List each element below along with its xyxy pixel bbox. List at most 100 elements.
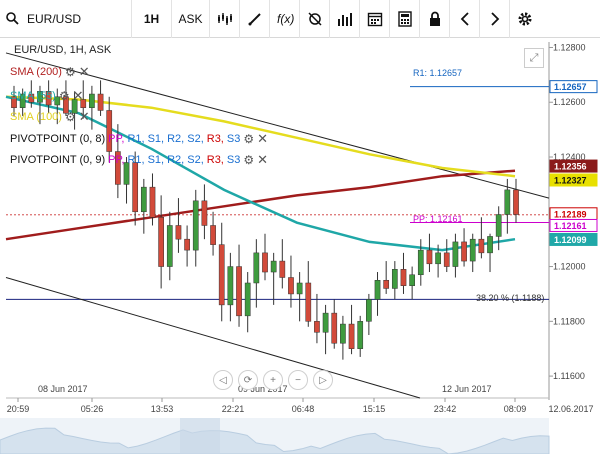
prev-button[interactable]	[450, 0, 480, 38]
draw-tool-button[interactable]	[240, 0, 270, 38]
bullish-candle	[391, 269, 398, 289]
lock-button[interactable]	[420, 0, 450, 38]
price-chart[interactable]: 1.128001.126001.124001.122001.120001.118…	[0, 38, 600, 454]
bearish-candle	[478, 238, 485, 254]
calculator-button[interactable]	[390, 0, 420, 38]
gear-icon[interactable]: ⚙	[58, 89, 70, 103]
bearish-candle	[28, 93, 35, 103]
chart-type-button[interactable]	[210, 0, 240, 38]
legend-param: S2,	[187, 154, 204, 166]
date-label-3: 12 Jun 2017	[442, 384, 492, 394]
bullish-candle	[37, 91, 43, 103]
gear-icon[interactable]: ⚙	[243, 132, 255, 146]
next-button[interactable]	[480, 0, 510, 38]
zoom-out-button[interactable]: −	[288, 370, 308, 390]
price-tick-label: 1.12000	[553, 262, 586, 272]
legend-row[interactable]: SMA (55) ⚙ ✕	[10, 88, 84, 104]
price-type-button[interactable]: ASK	[172, 0, 210, 38]
legend-param: S3	[226, 154, 241, 166]
legend-row[interactable]: SMA (200) ⚙ ✕	[10, 64, 90, 80]
bearish-candle	[184, 238, 190, 251]
legend-label: PIVOTPOINT (0, 8)	[10, 133, 106, 145]
bearish-candle	[279, 260, 286, 278]
object-tree-button[interactable]	[300, 0, 330, 38]
timeframe-button[interactable]: 1H	[132, 0, 172, 38]
bullish-candle	[322, 312, 329, 333]
close-icon[interactable]: ✕	[78, 64, 90, 79]
bullish-candle	[89, 93, 95, 108]
bearish-candle	[288, 277, 294, 295]
volume-button[interactable]	[330, 0, 360, 38]
price-tag-label: 1.12099	[554, 235, 587, 245]
price-tag-label: 1.12189	[554, 209, 587, 219]
legend-row[interactable]: PIVOTPOINT (0, 9) PP, R1, S1, R2, S2, R3, S3 ⚙ ✕	[10, 152, 268, 168]
bearish-candle	[262, 252, 268, 273]
close-icon[interactable]: ✕	[257, 152, 269, 167]
reset-button[interactable]: ⟳	[238, 370, 258, 390]
bearish-candle	[331, 312, 338, 344]
bearish-candle	[106, 110, 113, 152]
bullish-candle	[374, 279, 381, 300]
legend-param: R3,	[206, 154, 224, 166]
price-tag-label: 1.12327	[554, 176, 587, 186]
bullish-candle	[71, 99, 78, 114]
scroll-right-button[interactable]: ▷	[313, 370, 333, 390]
close-icon[interactable]: ✕	[257, 131, 269, 146]
reset-icon: ⟳	[243, 374, 253, 386]
bearish-candle	[149, 186, 156, 218]
plot-area	[6, 42, 549, 398]
price-tick-label: 1.12600	[553, 97, 586, 107]
legend-label: PIVOTPOINT (0, 9)	[10, 154, 106, 166]
bullish-candle	[244, 282, 251, 317]
bullish-candle	[166, 225, 173, 267]
legend-param: S1,	[147, 154, 165, 166]
svg-text:f(x): f(x)	[277, 12, 294, 26]
bullish-candle	[19, 93, 26, 108]
legend-param: R2,	[167, 133, 185, 145]
calendar-icon	[367, 11, 383, 27]
scroll-right-icon: ▷	[319, 374, 327, 386]
gear-icon[interactable]: ⚙	[243, 153, 255, 167]
bearish-candle	[305, 282, 312, 322]
zoom-out-icon: −	[295, 374, 301, 386]
bearish-candle	[218, 244, 225, 306]
navigator-window[interactable]	[180, 418, 220, 454]
bearish-candle	[201, 200, 208, 226]
fullscreen-button[interactable]: ⤢	[524, 48, 544, 68]
symbol-search[interactable]: EUR/USD	[0, 0, 132, 38]
volume-bars-icon	[337, 12, 353, 26]
expand-icon: ⤢	[529, 51, 539, 64]
gear-icon[interactable]: ⚙	[64, 110, 76, 124]
function-button[interactable]: f(x)	[270, 0, 300, 38]
bearish-candle	[348, 323, 355, 349]
chart-navigation: ◁ ⟳ + − ▷	[213, 370, 333, 390]
zoom-in-button[interactable]: +	[263, 370, 283, 390]
gear-icon[interactable]: ⚙	[64, 65, 76, 79]
settings-button[interactable]	[510, 0, 540, 38]
chart-title: EUR/USD, 1H, ASK	[14, 44, 112, 56]
scroll-left-button[interactable]: ◁	[213, 370, 233, 390]
level-lines	[6, 86, 549, 300]
bearish-candle	[45, 91, 52, 106]
price-tag-box	[549, 232, 598, 246]
bullish-candle	[296, 282, 303, 295]
close-icon[interactable]: ✕	[72, 88, 84, 103]
legend-row[interactable]: PIVOTPOINT (0, 8) PP, R1, S1, R2, S2, R3, S3 ⚙ ✕	[10, 131, 268, 147]
scroll-left-icon: ◁	[219, 374, 227, 386]
bullish-candle	[409, 274, 415, 286]
bearish-candle	[443, 252, 450, 267]
bearish-candle	[513, 189, 519, 215]
bullish-candle	[123, 162, 130, 185]
close-icon[interactable]: ✕	[78, 109, 90, 124]
bearish-candle	[461, 241, 467, 262]
time-tick-label: 05:26	[81, 404, 104, 414]
legend-param: PP,	[108, 133, 125, 145]
time-tick-label: 13:53	[151, 404, 174, 414]
calendar-button[interactable]	[360, 0, 390, 38]
bearish-candle	[210, 225, 216, 245]
price-tick-label: 1.11800	[553, 316, 585, 326]
chart-type-icon	[217, 12, 233, 26]
legend-row[interactable]: SMA (100) ⚙ ✕	[10, 109, 90, 125]
legend-label: SMA (100)	[10, 111, 62, 123]
search-icon	[6, 12, 19, 25]
